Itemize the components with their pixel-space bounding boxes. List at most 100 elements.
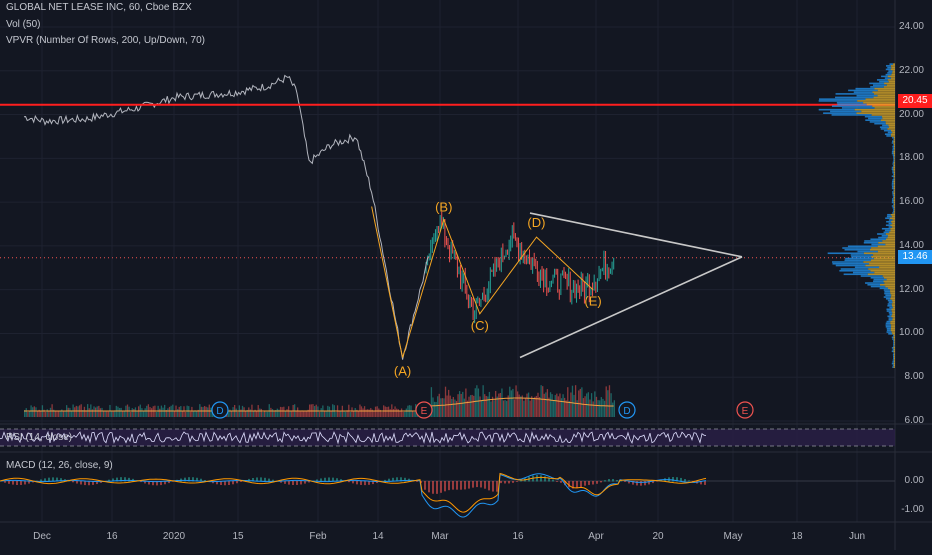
vpvr-up-bar — [887, 72, 893, 74]
vpvr-down-bar — [890, 68, 895, 71]
volume-bar — [402, 411, 404, 417]
volume-bar — [592, 401, 594, 417]
wave-label-c: (C) — [471, 318, 489, 333]
vpvr-up-bar — [888, 319, 893, 321]
vpvr-up-bar — [850, 254, 874, 256]
volume-bar — [64, 410, 66, 417]
volume-bar — [430, 387, 433, 417]
volume-bar — [474, 388, 476, 417]
volume-bar — [288, 406, 290, 417]
vpvr-down-bar — [893, 175, 895, 178]
volume-bar — [354, 408, 356, 417]
vpvr-down-bar — [870, 248, 895, 251]
legend-vol[interactable]: Vol (50) — [6, 19, 40, 31]
vpvr-down-bar — [894, 178, 895, 181]
volume-bar — [335, 411, 337, 417]
volume-bar — [54, 411, 56, 417]
macd-histogram-bar — [308, 481, 310, 483]
legend-macd[interactable]: MACD (12, 26, close, 9) — [6, 460, 113, 472]
vpvr-up-bar — [891, 136, 894, 139]
macd-histogram-bar — [232, 481, 234, 485]
vpvr-down-bar — [866, 103, 895, 106]
vpvr-down-bar — [888, 126, 895, 128]
macd-histogram-bar — [428, 481, 430, 493]
vpvr-up-bar — [887, 213, 891, 216]
vpvr-down-bar — [877, 89, 895, 92]
macd-histogram-bar — [520, 479, 522, 482]
vpvr-down-bar — [894, 149, 895, 151]
volume-bar — [301, 410, 303, 417]
legend-vpvr[interactable]: VPVR (Number Of Rows, 200, Up/Down, 70) — [6, 35, 205, 47]
volume-bar — [45, 411, 47, 417]
vpvr-up-bar — [855, 87, 875, 90]
vpvr-up-bar — [892, 359, 894, 361]
vpvr-up-bar — [842, 247, 872, 249]
volume-bar — [248, 407, 250, 417]
vpvr-down-bar — [893, 184, 895, 186]
volume-bar — [553, 400, 555, 417]
macd-histogram-bar — [424, 481, 426, 490]
vpvr-up-bar — [891, 182, 894, 185]
macd-histogram-bar — [264, 477, 266, 482]
volume-bar — [205, 406, 207, 417]
volume-bar — [320, 408, 322, 417]
volume-bar — [151, 408, 153, 417]
time-axis-tick: 16 — [512, 531, 524, 542]
volume-bar — [210, 407, 212, 417]
price-axis-tick: 20.00 — [898, 108, 924, 120]
volume-bar — [607, 390, 609, 417]
vpvr-down-bar — [890, 227, 895, 230]
volume-bar — [394, 406, 396, 417]
volume-bar — [471, 394, 473, 417]
volume-bar — [338, 410, 340, 417]
vpvr-down-bar — [871, 247, 895, 249]
volume-bar — [515, 385, 517, 417]
volume-bar — [77, 406, 79, 417]
resistance-price-tag: 20.45 — [898, 94, 932, 108]
volume-bar — [67, 407, 69, 417]
macd-histogram-bar — [384, 479, 386, 482]
volume-bar — [273, 410, 275, 417]
volume-bar — [281, 407, 283, 417]
volume-bar — [260, 408, 263, 417]
macd-histogram-bar — [284, 481, 286, 484]
vpvr-up-bar — [857, 250, 878, 253]
vpvr-down-bar — [894, 210, 895, 213]
vpvr-down-bar — [893, 171, 895, 174]
vpvr-up-bar — [893, 173, 895, 176]
macd-histogram-bar — [488, 481, 490, 491]
macd-histogram-bar — [124, 477, 126, 482]
event-marker-circle — [736, 401, 754, 419]
macd-histogram-bar — [112, 478, 114, 482]
vpvr-up-bar — [870, 238, 886, 241]
legend-rsi[interactable]: RSI (14, close) — [6, 432, 72, 444]
volume-bar — [275, 410, 277, 417]
volume-bar — [85, 410, 87, 417]
vpvr-up-bar — [892, 149, 895, 151]
vpvr-down-bar — [883, 86, 895, 88]
vpvr-up-bar — [891, 205, 894, 207]
vpvr-up-bar — [879, 80, 889, 83]
vpvr-up-bar — [888, 317, 893, 319]
vpvr-down-bar — [872, 91, 895, 93]
vpvr-down-bar — [891, 303, 895, 305]
vpvr-down-bar — [887, 128, 895, 130]
vpvr-indicator-label: VPVR (Number Of Rows, 200, Up/Down, 70) — [6, 35, 205, 46]
volume-bar — [131, 408, 133, 417]
volume-bar — [200, 406, 203, 417]
vpvr-down-bar — [890, 322, 895, 325]
volume-bar — [542, 386, 544, 417]
vpvr-up-bar — [860, 275, 883, 277]
vpvr-up-bar — [891, 336, 894, 339]
vpvr-down-bar — [891, 310, 895, 312]
vpvr-up-bar — [887, 305, 893, 307]
volume-bar — [120, 407, 122, 417]
volume-bar — [300, 411, 302, 417]
vpvr-up-bar — [892, 338, 894, 340]
volume-bar — [118, 408, 121, 417]
macd-histogram-bar — [704, 481, 706, 485]
vpvr-down-bar — [893, 350, 895, 353]
macd-histogram-bar — [500, 481, 502, 484]
